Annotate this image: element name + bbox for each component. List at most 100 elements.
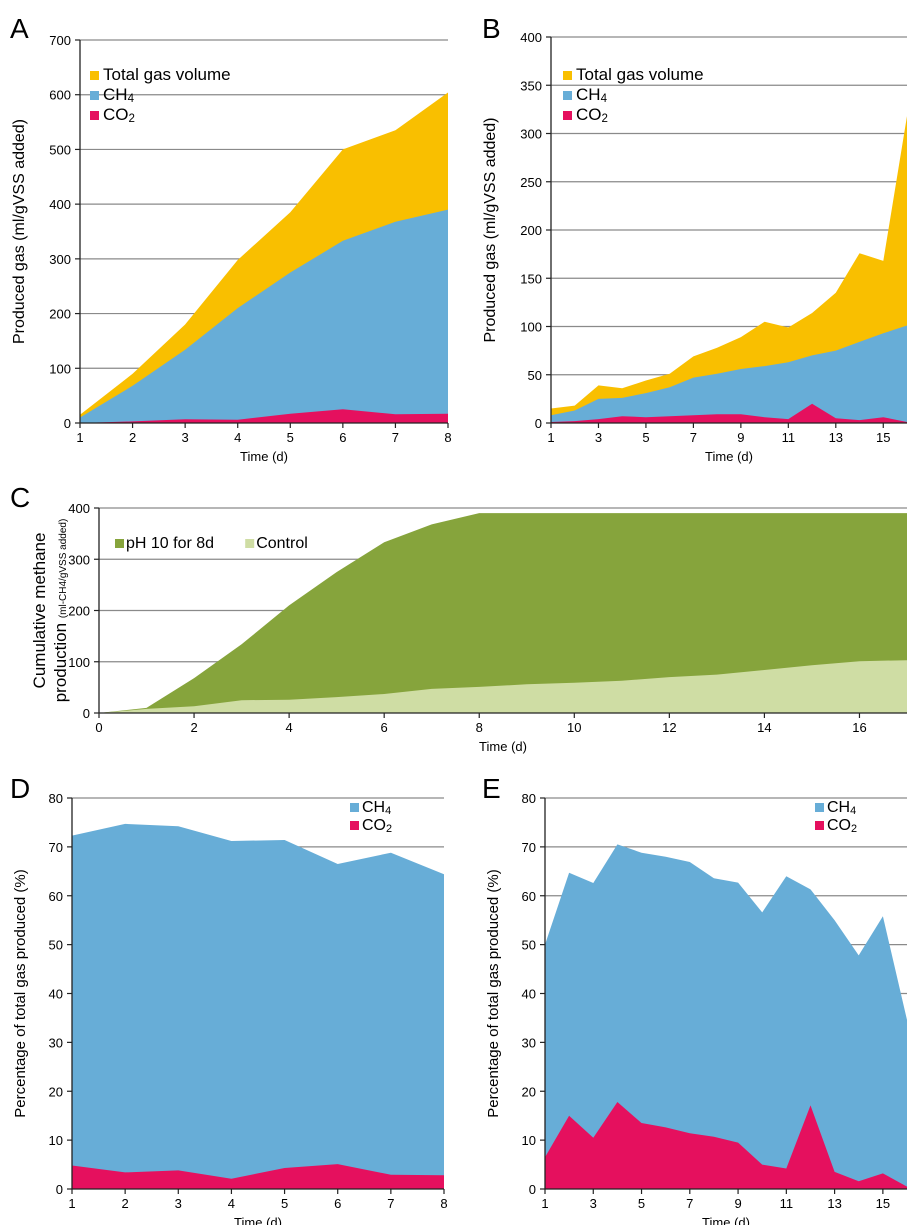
y-tick-label: 0 [56, 1182, 63, 1197]
y-tick-label: 400 [49, 197, 71, 212]
legend-swatch-co2 [563, 111, 572, 120]
chart-panel-c: 0 100 200 300 400 0 2 4 6 8 10 12 14 16 Time (d) Cumula… [10, 482, 907, 754]
x-tick-label: 16 [852, 720, 866, 735]
legend-swatch-total-gas-volume [90, 71, 99, 80]
y-tick-label: 0 [64, 416, 71, 431]
x-tick-label: 5 [287, 430, 294, 445]
x-tick-label: 2 [129, 430, 136, 445]
x-tick-label: 8 [476, 720, 483, 735]
area-ch4 [545, 844, 907, 1189]
x-tick-label: 14 [757, 720, 771, 735]
area-ph-10-for-8d [99, 513, 907, 713]
y-tick-label: 100 [520, 320, 542, 335]
y-tick-label: 400 [68, 501, 90, 516]
chart-panel-d: 0 10 20 30 40 50 60 70 80 1 2 3 4 5 6 7 8 Time (d) Percent… [10, 773, 448, 1225]
y-tick-label: 10 [49, 1133, 63, 1148]
panel-label: E [482, 773, 501, 804]
x-tick-label: 7 [387, 1196, 394, 1211]
x-tick-label: 3 [590, 1196, 597, 1211]
legend-label: Control [256, 535, 308, 552]
x-tick-label: 2 [122, 1196, 129, 1211]
y-tick-label: 100 [68, 655, 90, 670]
y-tick-label: 250 [520, 175, 542, 190]
x-tick-label: 8 [444, 430, 451, 445]
y-tick-label: 30 [49, 1035, 63, 1050]
legend-label: CO2 [827, 817, 857, 835]
area-ch4 [80, 209, 448, 423]
x-tick-label: 3 [182, 430, 189, 445]
area-ch4 [551, 325, 907, 423]
y-tick-label: 0 [535, 416, 542, 431]
y-tick-label: 20 [49, 1084, 63, 1099]
legend-swatch-co2 [350, 821, 359, 830]
x-tick-label: 11 [780, 1196, 794, 1211]
x-tick-label: 13 [827, 1196, 841, 1211]
x-tick-label: 9 [737, 430, 744, 445]
panel-label: D [10, 773, 30, 804]
x-tick-label: 3 [175, 1196, 182, 1211]
x-tick-label: 10 [567, 720, 581, 735]
x-axis-title: Time (d) [234, 1215, 282, 1225]
area-co2 [72, 1164, 444, 1189]
y-axis-title: Produced gas (ml/gVSS added) [482, 117, 499, 342]
y-tick-label: 300 [49, 252, 71, 267]
y-tick-label: 40 [522, 987, 536, 1002]
area-total-gas-volume [551, 116, 907, 423]
legend-label: CH4 [362, 799, 391, 817]
y-tick-label: 150 [520, 271, 542, 286]
panel-label: C [10, 482, 30, 513]
x-tick-label: 4 [286, 720, 293, 735]
legend-swatch-control [245, 539, 255, 548]
x-tick-label: 1 [547, 430, 554, 445]
x-tick-label: 4 [228, 1196, 235, 1211]
y-tick-label: 60 [49, 889, 63, 904]
y-tick-label: 400 [520, 30, 542, 45]
y-tick-label: 10 [522, 1133, 536, 1148]
legend-swatch-ch4 [350, 803, 359, 812]
x-tick-label: 0 [95, 720, 102, 735]
x-axis-title: Time (d) [240, 449, 288, 464]
x-tick-label: 12 [662, 720, 676, 735]
y-tick-label: 700 [49, 33, 71, 48]
y-tick-label: 40 [49, 987, 63, 1002]
x-axis-title: Time (d) [479, 739, 527, 754]
x-tick-label: 7 [392, 430, 399, 445]
x-tick-label: 4 [234, 430, 241, 445]
y-tick-label: 80 [522, 791, 536, 806]
y-axis-title: Percentage of total gas produced (%) [485, 869, 502, 1117]
y-axis-title: Percentage of total gas produced (%) [12, 869, 29, 1117]
x-axis-title: Time (d) [705, 449, 753, 464]
legend: pH 10 for 8d Control [115, 535, 308, 552]
y-tick-label: 70 [522, 840, 536, 855]
legend-swatch-ch4 [563, 91, 572, 100]
x-tick-label: 11 [782, 430, 796, 445]
x-tick-label: 7 [690, 430, 697, 445]
area-co2 [551, 403, 907, 423]
area-co2 [545, 1102, 907, 1189]
y-tick-label: 200 [68, 604, 90, 619]
panel-label: A [10, 13, 29, 44]
legend-label: Total gas volume [576, 65, 704, 84]
y-tick-label: 50 [522, 938, 536, 953]
y-tick-label: 350 [520, 78, 542, 93]
y-tick-label: 0 [529, 1182, 536, 1197]
legend-label: CH4 [103, 85, 135, 105]
y-tick-label: 300 [520, 127, 542, 142]
x-tick-label: 6 [381, 720, 388, 735]
x-tick-label: 1 [76, 430, 83, 445]
chart-panel-a: 0 100 200 300 400 500 600 700 1 2 3 4 5 6 7 8 Time (d) Pr… [10, 13, 452, 464]
panel-label: B [482, 13, 501, 44]
legend-label: CH4 [827, 799, 856, 817]
legend-label: CH4 [576, 85, 608, 105]
y-tick-label: 20 [522, 1084, 536, 1099]
y-tick-label: 300 [68, 552, 90, 567]
y-tick-label: 600 [49, 88, 71, 103]
legend-label: Total gas volume [103, 65, 231, 84]
x-tick-label: 5 [638, 1196, 645, 1211]
y-tick-label: 50 [528, 368, 542, 383]
